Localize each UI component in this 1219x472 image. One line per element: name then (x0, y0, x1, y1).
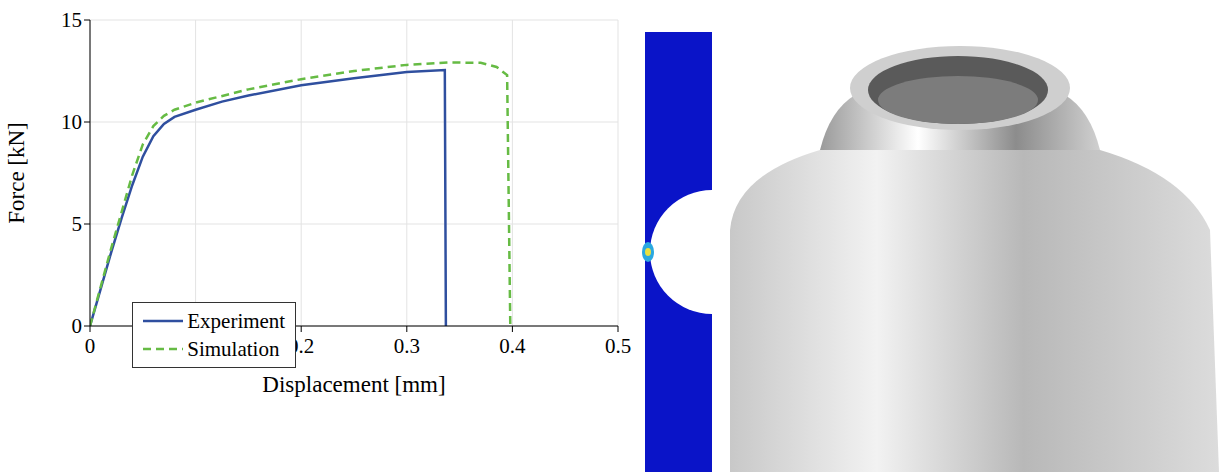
svg-text:0.1: 0.1 (182, 334, 208, 358)
svg-text:0: 0 (72, 314, 83, 338)
svg-text:Displacement [mm]: Displacement [mm] (262, 372, 445, 397)
svg-text:15: 15 (61, 8, 82, 32)
svg-text:0.5: 0.5 (605, 334, 631, 358)
svg-text:0.3: 0.3 (394, 334, 420, 358)
svg-text:Force [kN]: Force [kN] (4, 122, 29, 224)
svg-text:10: 10 (61, 110, 82, 134)
svg-text:0.4: 0.4 (499, 334, 526, 358)
svg-text:0.2: 0.2 (288, 334, 314, 358)
svg-text:0: 0 (85, 334, 96, 358)
svg-text:5: 5 (72, 212, 83, 236)
